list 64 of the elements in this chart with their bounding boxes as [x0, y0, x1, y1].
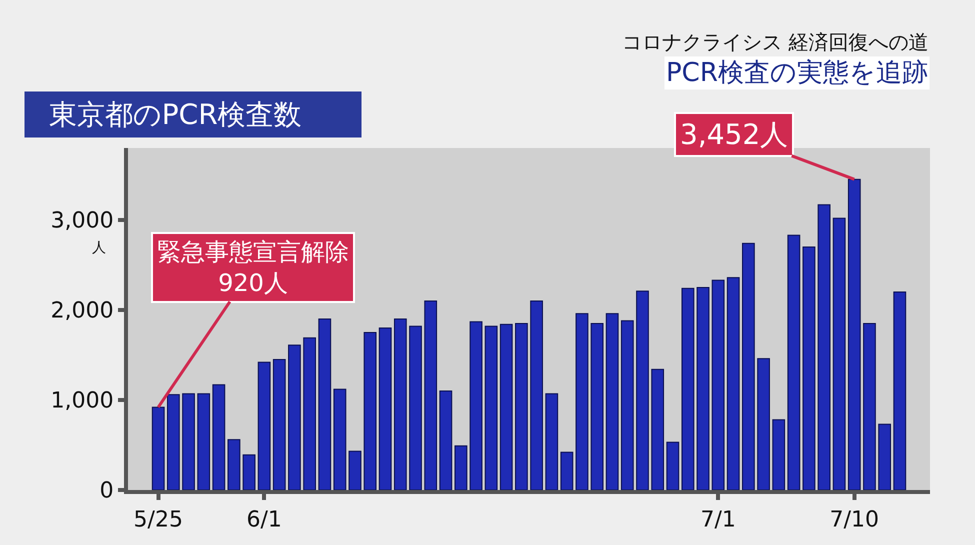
bar [152, 406, 165, 490]
bar [726, 277, 740, 490]
bar [424, 300, 438, 490]
bar [166, 394, 180, 490]
bar [515, 323, 528, 490]
bar [228, 439, 240, 490]
bar [606, 313, 619, 490]
bar [590, 323, 604, 490]
bar [545, 393, 558, 490]
bar [182, 393, 195, 490]
y-tick-label: 0 [100, 478, 114, 504]
bar [470, 321, 482, 490]
bar [288, 344, 301, 490]
x-tick-label: 5/25 [134, 507, 183, 532]
bar [303, 337, 316, 490]
bar [712, 280, 725, 490]
bar [636, 290, 649, 490]
bar [530, 300, 543, 490]
bar [318, 318, 332, 490]
x-tick-label: 6/1 [246, 507, 282, 532]
chart-title: 東京都のPCR検査数 [31, 98, 356, 131]
bar [378, 328, 392, 490]
chart-subtitle: PCR検査の実態を追跡 [666, 58, 928, 88]
annotation: 3,452人 [680, 118, 788, 151]
bar [651, 368, 664, 490]
y-axis-title: 人 [92, 240, 106, 256]
bar [681, 288, 694, 490]
bar [439, 390, 452, 490]
bar [348, 450, 362, 490]
bar [893, 292, 906, 490]
bar [620, 320, 634, 490]
bar [848, 178, 861, 490]
bar [832, 218, 846, 490]
bar [666, 442, 680, 490]
x-tick-label: 7/1 [700, 507, 736, 532]
bar [500, 324, 513, 490]
y-tick-label: 3,000 [50, 208, 114, 234]
bar [802, 246, 816, 490]
y-tick-label: 2,000 [50, 298, 114, 324]
bar [409, 326, 422, 490]
bar [576, 313, 588, 490]
bar [818, 204, 830, 490]
annotation: 緊急事態宣言解除 920人 [157, 238, 349, 298]
bar [696, 287, 710, 490]
text: コロナクライシス 経済回復への道 [622, 30, 928, 54]
bar [560, 452, 574, 490]
bar [197, 393, 210, 490]
bar [742, 242, 755, 490]
bar [757, 358, 770, 490]
bar [258, 362, 271, 490]
bar [863, 323, 876, 490]
bar [242, 454, 256, 490]
bar [878, 424, 892, 490]
bar [454, 445, 468, 490]
y-tick-label: 1,000 [50, 388, 114, 414]
bar [394, 318, 407, 490]
bar [364, 332, 377, 490]
bar [772, 419, 786, 490]
bar [484, 326, 498, 490]
bar [787, 234, 800, 490]
bar [212, 384, 226, 490]
bar [333, 388, 346, 490]
x-tick-label: 7/10 [830, 507, 880, 532]
bar [272, 359, 286, 490]
